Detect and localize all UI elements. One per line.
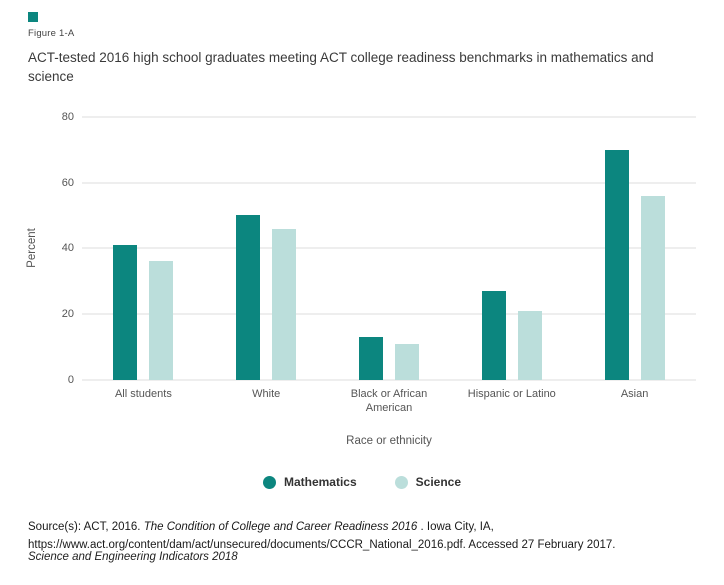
chart-legend: Mathematics Science xyxy=(28,475,696,489)
source-work-title: The Condition of College and Career Read… xyxy=(143,521,418,534)
legend-label-science: Science xyxy=(415,475,462,490)
y-tick-0: 0 xyxy=(67,373,74,386)
figure-label: Figure 1-A xyxy=(28,28,75,39)
bar-mathematics-black-or-african-american xyxy=(358,337,383,380)
source-prefix: Source(s): ACT, 2016. xyxy=(28,521,144,534)
bar-group-black-or-african-american xyxy=(328,117,451,380)
footer-note: Science and Engineering Indicators 2018 xyxy=(28,551,238,563)
legend-dot-science xyxy=(394,475,408,489)
source-suffix: . Iowa City, IA, https://www.act.org/con… xyxy=(28,521,616,552)
legend-item-mathematics: Mathematics xyxy=(262,475,357,490)
chart-title: ACT-tested 2016 high school graduates me… xyxy=(28,50,654,84)
y-tick-40: 40 xyxy=(61,242,74,255)
gridline-0 xyxy=(82,379,696,381)
bar-group-all-students xyxy=(82,117,205,380)
x-axis-ticks: All students White Black or African Americ… xyxy=(82,387,696,416)
x-tick-asian: Asian xyxy=(620,387,649,400)
y-axis: Percent xyxy=(25,117,48,380)
bar-science-black-or-african-american xyxy=(394,343,419,380)
y-axis-ticks: 0 20 40 60 80 xyxy=(48,111,82,386)
x-axis-label: Race or ethnicity xyxy=(346,435,432,448)
bar-group-hispanic-or-latino xyxy=(450,117,573,380)
bar-science-asian xyxy=(640,195,665,380)
gridline-40 xyxy=(82,247,696,249)
legend-label-mathematics: Mathematics xyxy=(283,475,357,490)
x-tick-all-students: All students xyxy=(114,387,172,400)
x-tick-hispanic-or-latino: Hispanic or Latino xyxy=(467,387,556,400)
bar-science-all-students xyxy=(149,261,174,380)
bar-group-asian xyxy=(573,117,696,380)
bar-mathematics-asian xyxy=(604,149,629,380)
legend-item-science: Science xyxy=(394,475,462,490)
plot-area xyxy=(82,116,696,381)
gridline-60 xyxy=(82,182,696,184)
bar-science-hispanic-or-latino xyxy=(517,310,542,380)
x-tick-black-or-african-american: Black or African American xyxy=(350,387,428,415)
source-note: Source(s): ACT, 2016. The Condition of C… xyxy=(28,519,688,555)
y-tick-80: 80 xyxy=(61,110,74,123)
figure-marker-square xyxy=(28,12,38,22)
y-axis-label: Percent xyxy=(25,228,38,269)
legend-dot-mathematics xyxy=(262,475,276,489)
x-tick-white: White xyxy=(252,387,281,400)
bar-science-white xyxy=(272,228,297,380)
gridline-80 xyxy=(82,116,696,118)
y-tick-20: 20 xyxy=(61,308,74,321)
gridline-20 xyxy=(82,313,696,315)
bar-groups xyxy=(82,117,696,380)
y-tick-60: 60 xyxy=(61,176,74,189)
bar-mathematics-hispanic-or-latino xyxy=(481,291,506,380)
bar-chart: Percent 0 20 40 60 80 All students White Black… xyxy=(25,111,696,489)
bar-mathematics-all-students xyxy=(113,245,138,380)
bar-group-white xyxy=(205,117,328,380)
bar-mathematics-white xyxy=(236,215,261,380)
